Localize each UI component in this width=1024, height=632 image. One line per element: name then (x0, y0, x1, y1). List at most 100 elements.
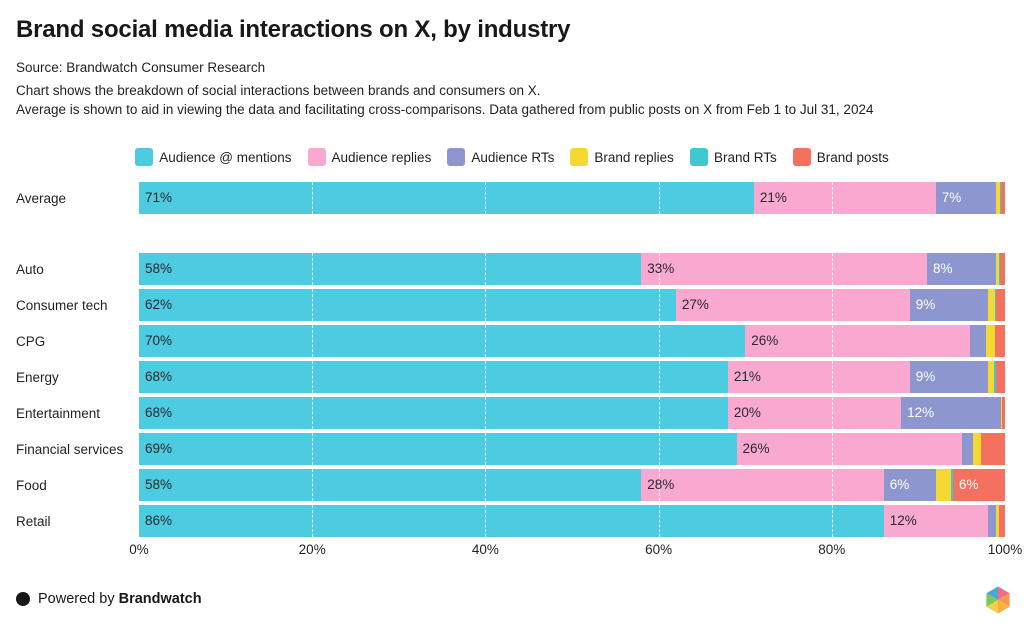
bar-segment (961, 433, 973, 465)
legend-label: Audience replies (331, 149, 432, 165)
gridline (658, 253, 660, 285)
segment-value-label: 26% (751, 333, 779, 348)
bar-segment (996, 361, 1005, 393)
gridline (485, 469, 487, 501)
gridline (831, 182, 833, 214)
segment-value-label: 21% (733, 369, 761, 384)
segment-value-label: 12% (889, 513, 917, 528)
gridline (485, 253, 487, 285)
powered-by-footer: Powered by Brandwatch (16, 591, 202, 607)
brandwatch-dot-icon (16, 592, 30, 606)
legend-item-3: Brand replies (570, 148, 674, 166)
gridline (312, 289, 314, 321)
gridline (658, 361, 660, 393)
bar-segment (987, 361, 994, 393)
bar-segment: 9% (909, 289, 988, 321)
table-row: Consumer tech 62% 27% 9% (0, 289, 1005, 321)
legend-item-4: Brand RTs (689, 148, 777, 166)
bar-segment (994, 325, 996, 357)
gridline (312, 397, 314, 429)
segment-value-label: 7% (941, 190, 962, 205)
bar-segment: 20% (727, 397, 902, 429)
segment-value-label: 68% (145, 405, 173, 420)
row-label: Retail (16, 513, 51, 529)
segment-value-label: 68% (145, 369, 173, 384)
legend-label: Brand RTs (713, 149, 777, 165)
bar-segment: 69% (139, 433, 737, 465)
legend-item-0: Audience @ mentions (135, 148, 292, 166)
bar-segment: 12% (883, 505, 988, 537)
bar-segment (987, 289, 996, 321)
gridline (831, 361, 833, 393)
bar-segment: 9% (909, 361, 988, 393)
segment-value-label: 58% (145, 477, 173, 492)
segment-value-label: 8% (933, 261, 953, 276)
bar-segment (998, 253, 1000, 285)
bar-segment: 21% (727, 361, 910, 393)
row-label: Financial services (16, 441, 124, 457)
bar-segment (999, 182, 1001, 214)
row-label: Energy (16, 369, 59, 385)
gridline (312, 433, 314, 465)
segment-value-label: 20% (733, 405, 761, 420)
gridline (312, 505, 314, 537)
legend-item-5: Brand posts (792, 148, 889, 166)
stacked-bar: 58% 28% 6% 6% (139, 469, 1005, 501)
bar-segment: 26% (736, 433, 962, 465)
segment-value-label: 33% (647, 261, 675, 276)
brandwatch-hexagon-logo-icon (986, 586, 1010, 614)
chart-description-line2: Average is shown to aid in viewing the d… (16, 102, 874, 117)
table-row: Average 71% 21% 7% (0, 182, 1005, 214)
bar-segment: 86% (139, 505, 884, 537)
gridline (485, 325, 487, 357)
segment-value-label: 6% (889, 477, 910, 492)
legend-label: Audience RTs (471, 149, 555, 165)
segment-value-label: 69% (145, 441, 173, 456)
bar-segment: 26% (745, 325, 971, 357)
gridline (831, 505, 833, 537)
legend-item-1: Audience replies (307, 148, 432, 166)
bar-segment (1000, 182, 1005, 214)
table-row: Auto 58% 33% 8% (0, 253, 1005, 285)
bar-segment (995, 325, 1005, 357)
bar-segment: 33% (641, 253, 928, 285)
gridline (831, 397, 833, 429)
gridline (485, 505, 487, 537)
legend-swatch-icon (570, 148, 589, 166)
legend-label: Audience @ mentions (159, 149, 292, 165)
bar-segment: 7% (935, 182, 997, 214)
gridline (485, 361, 487, 393)
bar-segment: 8% (927, 253, 997, 285)
bar-segment: 6% (883, 469, 936, 501)
bar-segment: 68% (139, 397, 728, 429)
segment-value-label: 58% (145, 261, 173, 276)
segment-value-label: 86% (145, 513, 173, 528)
bar-segment: 21% (753, 182, 936, 214)
gridline (485, 397, 487, 429)
table-row: Financial services 69% 26% (0, 433, 1005, 465)
gridline (658, 397, 660, 429)
legend-swatch-icon (689, 148, 708, 166)
legend-label: Brand posts (816, 149, 889, 165)
bar-segment (996, 182, 1000, 214)
table-row: Entertainment 68% 20% 12% (0, 397, 1005, 429)
bar-segment: 58% (139, 469, 642, 501)
gridline (312, 253, 314, 285)
gridline (485, 289, 487, 321)
bar-segment (987, 505, 997, 537)
brandwatch-wordmark: Brandwatch (118, 591, 202, 607)
bar-segment (996, 505, 999, 537)
gridline (831, 253, 833, 285)
gridline (312, 325, 314, 357)
bar-segment (1002, 397, 1005, 429)
bar-segment (1000, 397, 1003, 429)
table-row: Food 58% 28% 6% 6% (0, 469, 1005, 501)
bar-segment: 68% (139, 361, 728, 393)
bar-segment (972, 433, 981, 465)
segment-value-label: 6% (958, 477, 979, 492)
bar-segment (996, 253, 999, 285)
segment-value-label: 27% (681, 297, 709, 312)
segment-value-label: 62% (145, 297, 173, 312)
x-axis-tick-label: 20% (298, 542, 326, 557)
x-axis: 0% 20% 40% 60% 80% 100% (129, 542, 1022, 562)
